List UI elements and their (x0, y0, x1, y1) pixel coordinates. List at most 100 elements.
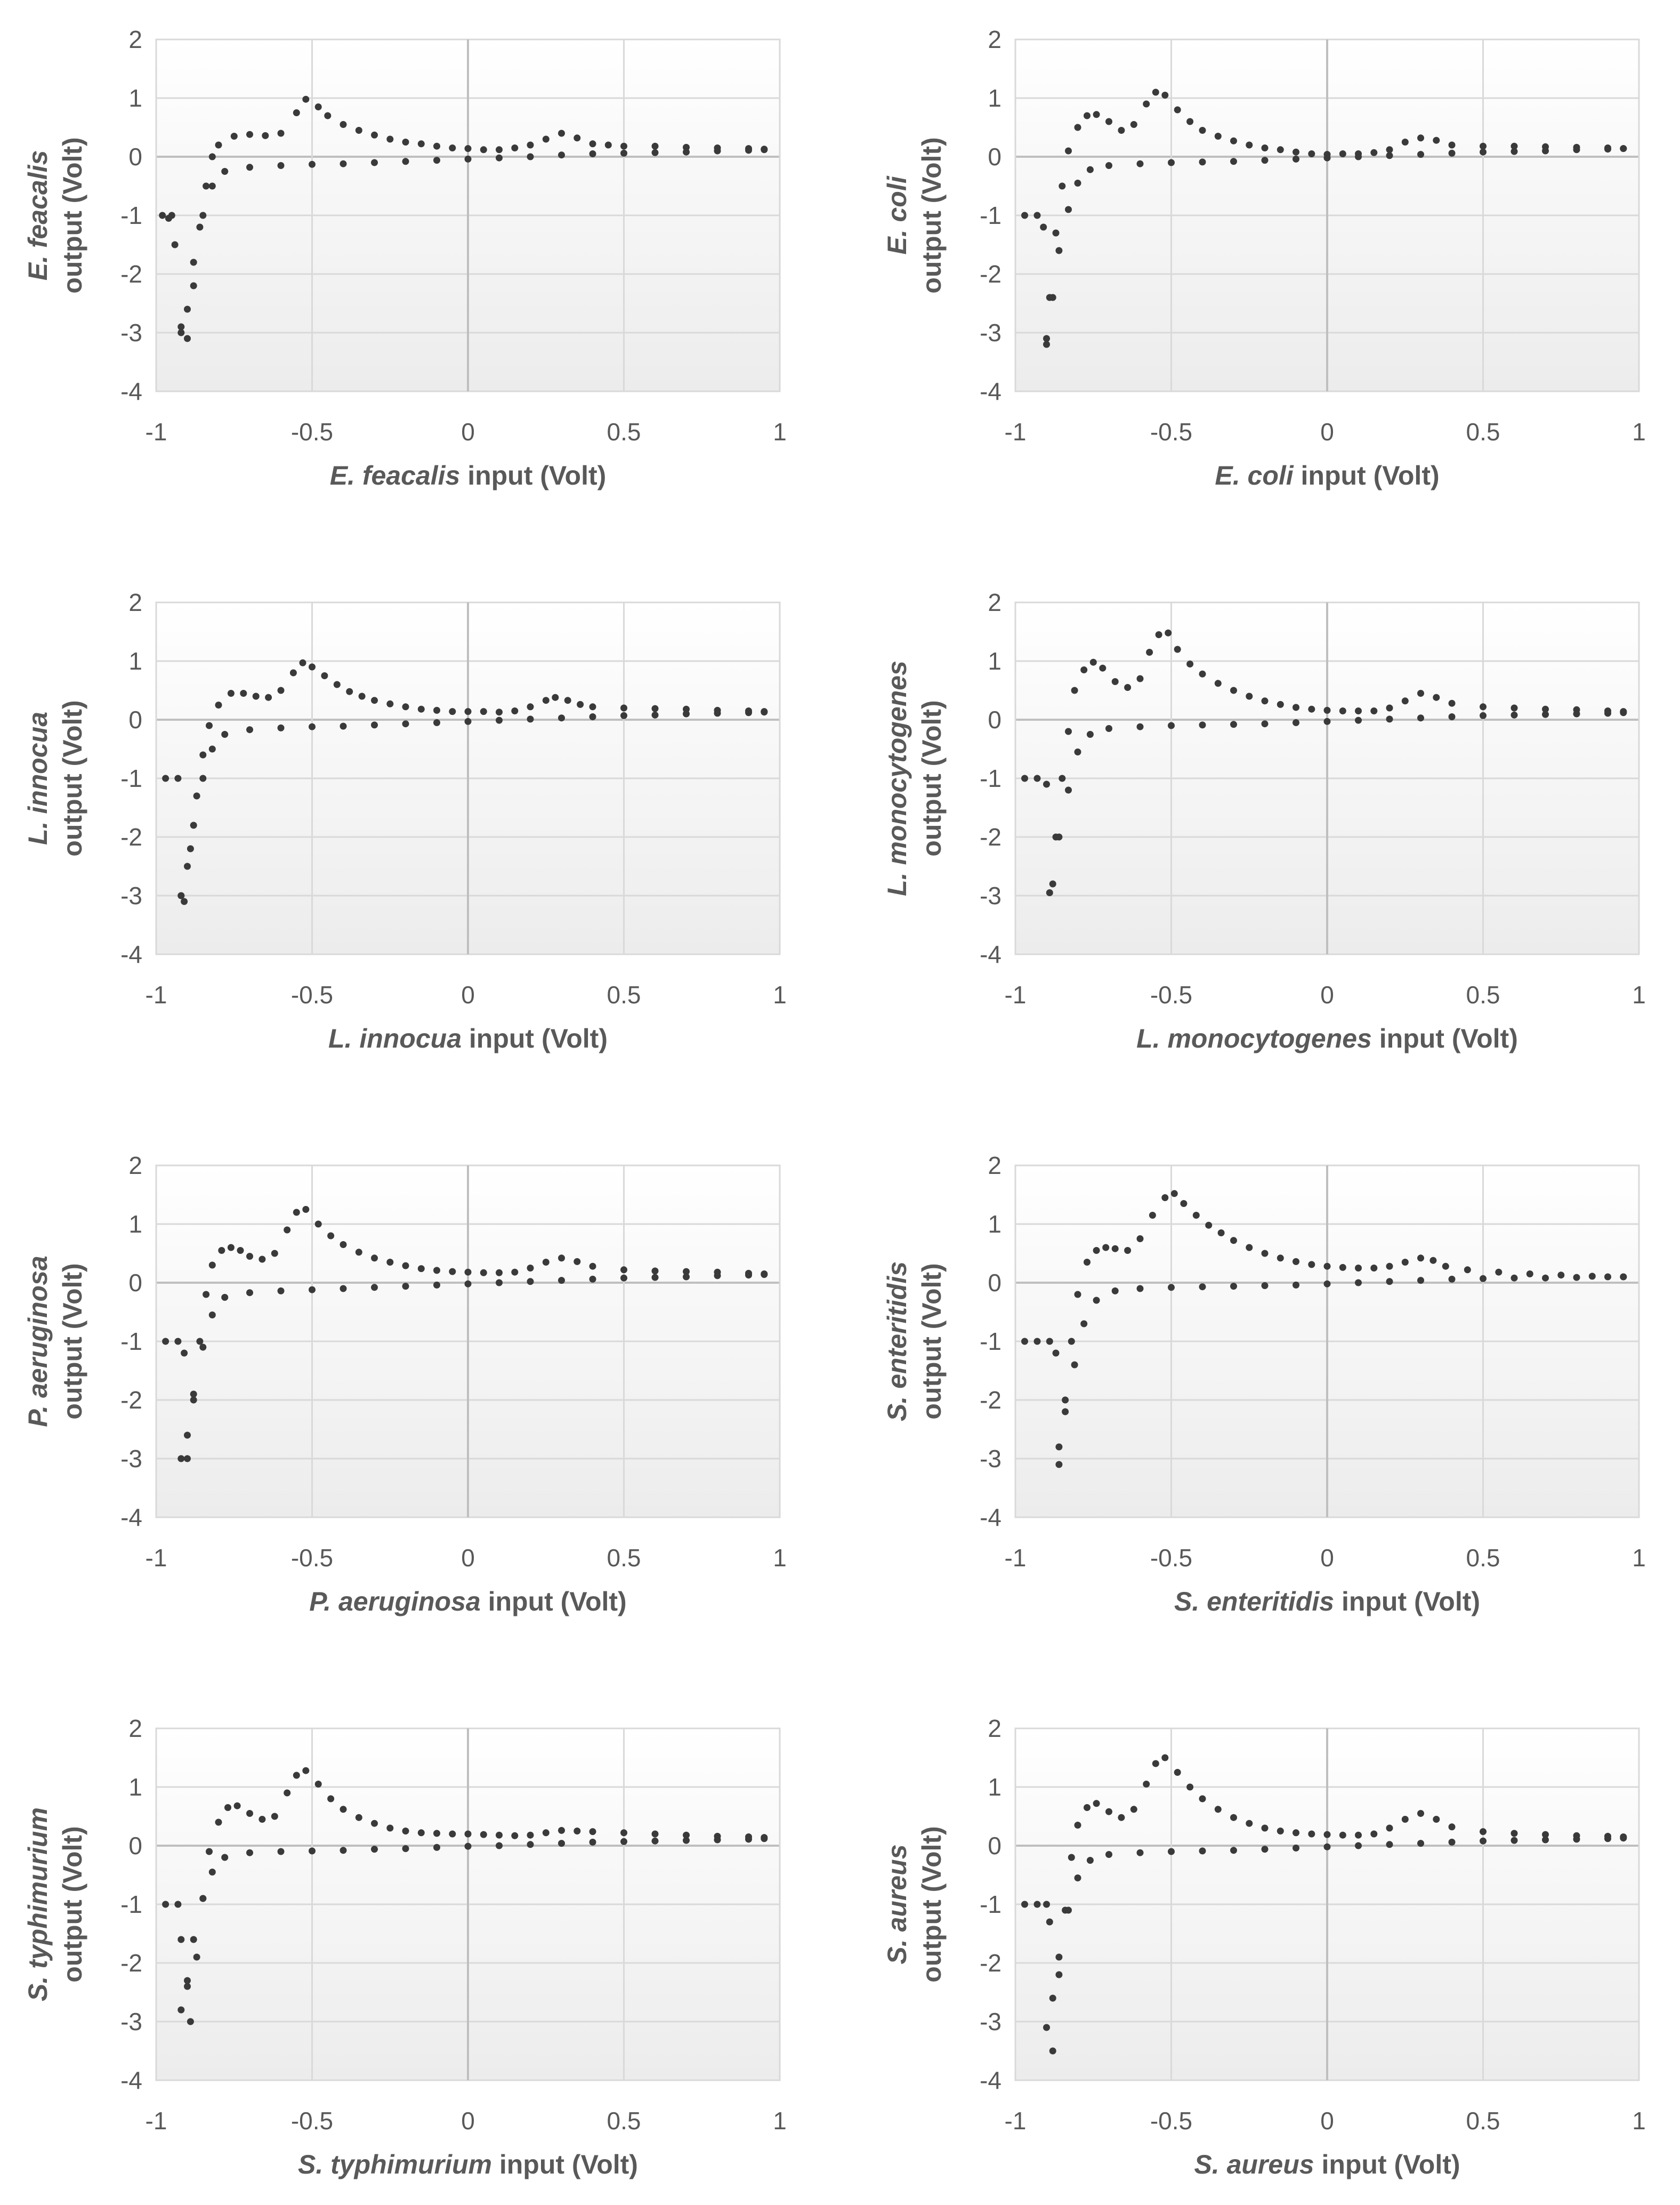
data-point (386, 700, 394, 707)
data-point (252, 693, 260, 700)
y-tick-label: -1 (980, 1327, 1001, 1355)
x-tick-label: 1 (1632, 2107, 1646, 2135)
data-point (314, 103, 322, 110)
data-point (464, 708, 472, 715)
data-point (1174, 646, 1181, 653)
data-point (1086, 166, 1094, 173)
data-point (1143, 100, 1150, 108)
data-point (215, 1818, 222, 1826)
data-point (511, 707, 519, 714)
data-point (1355, 1279, 1362, 1286)
x-tick-label: 1 (773, 2107, 787, 2135)
x-axis-species: S. typhimurium (298, 2150, 492, 2179)
data-point (1401, 1816, 1409, 1823)
data-point (1448, 699, 1456, 707)
x-tick-label: 1 (1632, 418, 1646, 446)
data-point (386, 1259, 394, 1266)
y-tick-label: 1 (128, 1773, 142, 1801)
data-point (589, 150, 596, 157)
data-point (1448, 149, 1456, 157)
data-point (1033, 1338, 1041, 1345)
data-point (433, 1281, 440, 1289)
data-point (1293, 1258, 1299, 1265)
data-point (1043, 1901, 1050, 1908)
chart-panel: 210-1-2-3-4-1 -0.5 0 0.5 1E. feacalis input … (23, 26, 787, 490)
data-point (277, 687, 285, 694)
chart-panel: 210-1-2-3-4-1 -0.5 0 0.5 1S. aureus input (V… (882, 1715, 1646, 2179)
data-point (1214, 680, 1222, 687)
data-point (1084, 1259, 1091, 1266)
y-tick-label: 2 (988, 589, 1001, 616)
data-point (246, 1253, 253, 1260)
data-point (246, 164, 253, 171)
data-point (1542, 1831, 1549, 1838)
data-point (1084, 112, 1091, 119)
x-tick-label: -1 (146, 1544, 167, 1572)
data-point (589, 1275, 596, 1283)
data-point (162, 1901, 169, 1908)
data-point (1323, 1280, 1331, 1287)
data-point (1068, 1338, 1075, 1345)
data-point (1168, 722, 1175, 729)
y-axis-species: E. feacalis (23, 150, 53, 281)
data-point (165, 215, 172, 222)
data-point (1186, 118, 1194, 125)
data-series (162, 1767, 768, 2025)
data-point (1620, 1273, 1627, 1281)
data-point (496, 1269, 503, 1276)
x-tick-label: 0 (1320, 418, 1334, 446)
data-point (1102, 1244, 1110, 1251)
data-point (1199, 1847, 1206, 1855)
data-point (1230, 687, 1237, 694)
data-point (464, 1268, 472, 1276)
data-point (184, 1977, 191, 1984)
x-tick-label: 0 (1320, 981, 1334, 1009)
data-point (480, 1269, 487, 1276)
data-point (1370, 707, 1378, 714)
data-point (1293, 1844, 1299, 1852)
data-point (1161, 1194, 1169, 1201)
data-point (314, 1781, 322, 1788)
data-point (203, 1291, 210, 1298)
data-point (1105, 1808, 1112, 1815)
data-point (1448, 713, 1456, 720)
data-point (302, 1767, 310, 1774)
data-point (1417, 1840, 1424, 1847)
data-point (1170, 1190, 1178, 1197)
x-tick-label: -1 (1005, 1544, 1027, 1572)
data-point (1355, 717, 1362, 724)
data-point (1277, 1254, 1284, 1262)
x-axis-unit: input (Volt) (460, 461, 606, 490)
x-tick-label: -0.5 (291, 981, 333, 1009)
data-point (574, 134, 581, 142)
data-point (218, 1247, 225, 1254)
data-point (1386, 1262, 1393, 1270)
data-point (177, 892, 185, 899)
data-point (1055, 833, 1063, 841)
data-point (1080, 666, 1088, 673)
data-point (1464, 1266, 1471, 1274)
y-tick-label: -4 (120, 1503, 142, 1531)
data-point (1046, 1338, 1053, 1345)
data-point (1588, 1273, 1596, 1280)
data-point (1386, 704, 1393, 712)
data-point (1261, 144, 1269, 151)
data-point (1355, 1265, 1362, 1272)
data-point (1043, 780, 1050, 788)
x-axis-unit: input (Volt) (492, 2150, 638, 2179)
data-point (162, 1338, 169, 1345)
x-tick-label: -1 (146, 2107, 167, 2135)
data-point (589, 1828, 596, 1836)
data-point (159, 212, 166, 219)
y-tick-label: 0 (988, 143, 1001, 171)
data-point (1261, 720, 1269, 728)
data-point (1323, 154, 1331, 162)
data-point (1093, 1247, 1100, 1254)
data-point (574, 1258, 581, 1265)
data-point (761, 146, 768, 154)
x-axis-title: L. innocua input (Volt) (328, 1024, 608, 1053)
data-point (181, 1349, 188, 1357)
data-point (589, 703, 596, 711)
data-point (346, 688, 353, 695)
data-point (683, 148, 690, 156)
